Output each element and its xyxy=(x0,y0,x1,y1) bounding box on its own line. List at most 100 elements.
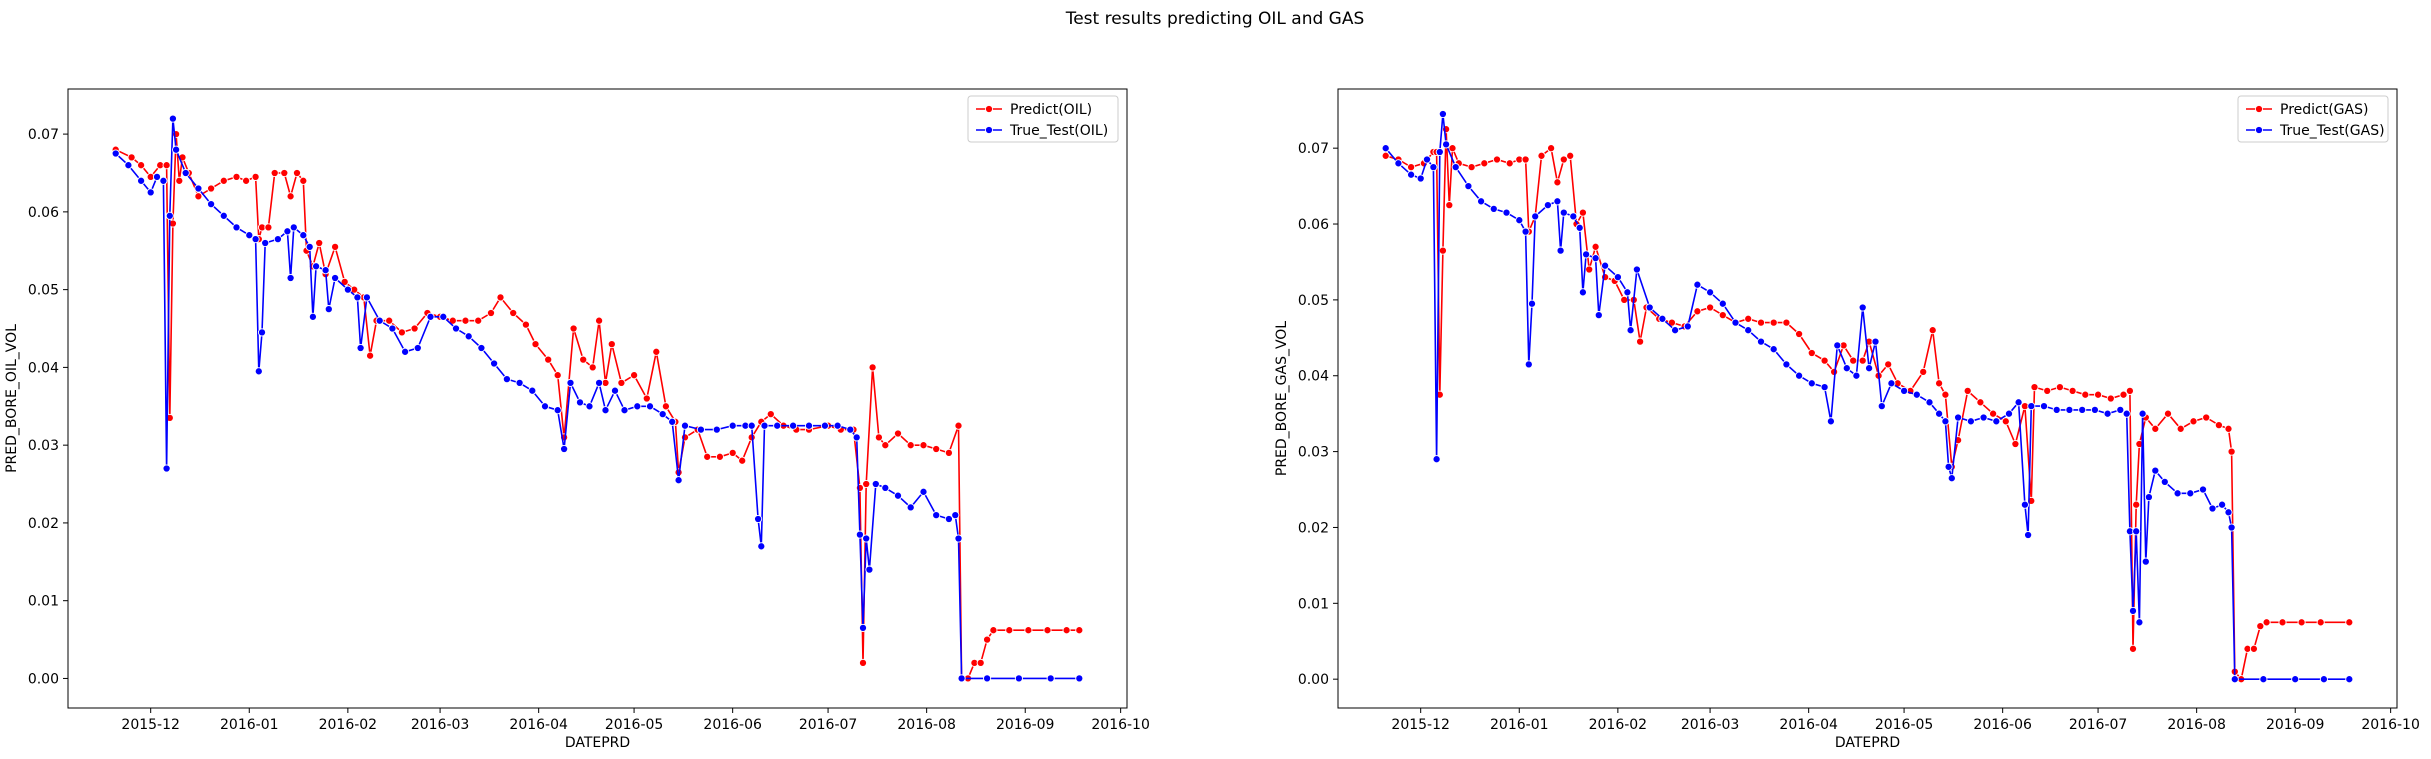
true-test-gas-point xyxy=(1865,364,1874,373)
predict-oil-point xyxy=(881,441,890,450)
gas-y-axis-label: PRED_BORE_GAS_VOL xyxy=(1274,321,1290,476)
predict-oil-point xyxy=(461,316,470,325)
predict-oil-point xyxy=(521,320,530,329)
true-test-oil-point xyxy=(566,378,575,387)
true-test-oil-point xyxy=(356,343,365,353)
oil-y-tick-label: 0.05 xyxy=(28,283,59,299)
gas-x-tick-label: 2016-10 xyxy=(2361,717,2420,733)
true-test-gas-point xyxy=(2198,485,2208,494)
oil-y-tick-label: 0.02 xyxy=(28,516,59,532)
gas-x-tick-label: 2016-02 xyxy=(1589,717,1648,733)
predict-gas-point xyxy=(1537,151,1546,160)
gas-x-tick-label: 2016-06 xyxy=(1973,717,2032,733)
predict-oil-point xyxy=(162,161,171,170)
true-test-oil-point xyxy=(194,184,203,193)
predict-oil-point xyxy=(868,363,877,372)
predict-oil-series-line xyxy=(115,133,1080,680)
predict-oil-legend-label: Predict(OIL) xyxy=(1010,102,1092,118)
oil-x-tick-label: 2016-07 xyxy=(799,717,858,733)
true-test-gas-point xyxy=(1524,360,1533,369)
true-test-oil-point xyxy=(553,406,562,415)
true-test-gas-point xyxy=(2151,466,2160,475)
true-test-gas-point xyxy=(1521,227,1530,236)
predict-gas-point xyxy=(1693,307,1702,316)
true-test-gas-point xyxy=(1795,371,1804,380)
true-test-gas-point xyxy=(1626,326,1635,335)
true-test-oil-series-line xyxy=(115,117,1080,680)
gas-chart-panel: 2015-12 2016-01 2016-02 2016-03 2016-04 2016-… xyxy=(1274,88,2420,751)
true-test-oil-point xyxy=(680,421,690,430)
true-test-gas-point xyxy=(1582,250,1591,259)
predict-oil-point xyxy=(862,479,871,489)
true-test-gas-point xyxy=(2291,675,2300,684)
true-test-gas-point xyxy=(1925,398,1934,407)
figure-title: Test results predicting OIL and GAS xyxy=(1065,9,1365,29)
predict-gas-point xyxy=(1820,356,1829,365)
predict-gas-point xyxy=(1505,159,1514,168)
predict-gas-point xyxy=(2055,383,2064,392)
predict-gas-point xyxy=(1566,151,1575,160)
predict-oil-point xyxy=(286,192,295,201)
true-test-oil-point xyxy=(515,378,524,387)
true-test-gas-point xyxy=(2078,405,2087,414)
true-test-gas-point xyxy=(1992,417,2001,426)
true-test-gas-point xyxy=(1935,409,1944,418)
oil-axes-frame xyxy=(67,88,1128,709)
predict-oil-point xyxy=(715,452,724,461)
predict-oil-point xyxy=(207,184,216,193)
true-test-gas-point xyxy=(1858,303,1867,312)
true-test-gas-point xyxy=(2090,405,2099,414)
true-test-gas-point xyxy=(1623,288,1632,297)
true-test-oil-point xyxy=(696,425,705,434)
oil-y-tick-label: 0.07 xyxy=(28,127,59,143)
true-test-gas-point xyxy=(1807,379,1816,388)
predict-oil-point xyxy=(410,324,419,333)
predict-gas-point xyxy=(1467,163,1476,172)
predict-oil-point xyxy=(194,192,203,201)
true-test-gas-point xyxy=(1502,208,1511,217)
true-test-gas-point xyxy=(1871,337,1880,346)
predict-gas-legend-label: Predict(GAS) xyxy=(2280,102,2368,118)
true-test-oil-point xyxy=(865,565,874,574)
true-test-oil-point xyxy=(983,674,992,683)
true-test-oil-point xyxy=(124,161,133,170)
true-test-gas-point xyxy=(1578,288,1587,297)
true-test-gas-point xyxy=(1575,223,1584,232)
true-test-oil-point xyxy=(159,176,168,185)
predict-gas-point xyxy=(1559,155,1568,164)
predict-oil-point xyxy=(397,328,406,337)
true-test-oil-point xyxy=(331,273,340,283)
oil-x-tick-label: 2016-03 xyxy=(411,717,470,733)
true-test-gas-point xyxy=(2116,405,2125,414)
true-test-gas-point xyxy=(1435,147,1444,157)
true-test-oil-point xyxy=(610,386,620,395)
true-test-oil-point xyxy=(951,511,960,520)
predict-gas-point xyxy=(1553,178,1562,187)
predict-gas-point xyxy=(2256,622,2265,631)
true-test-oil-point xyxy=(560,444,569,454)
true-test-gas-point xyxy=(2141,557,2150,566)
true-test-oil-point xyxy=(426,312,435,321)
oil-x-tick-label: 2016-08 xyxy=(897,717,956,733)
true-test-oil-point xyxy=(273,235,282,244)
predict-gas-point xyxy=(1407,163,1416,172)
oil-x-tick-label: 2016-10 xyxy=(1091,717,1150,733)
predict-oil-point xyxy=(299,176,308,185)
predict-gas-point xyxy=(1718,311,1727,320)
true-test-oil-point xyxy=(401,347,410,356)
predict-oil-point xyxy=(251,172,260,181)
true-test-gas-point xyxy=(1756,337,1766,346)
true-test-oil-point xyxy=(712,425,721,434)
predict-gas-point xyxy=(2224,424,2233,433)
gas-x-tick-label: 2016-07 xyxy=(2069,717,2128,733)
true-test-oil-point xyxy=(502,375,511,384)
predict-oil-point xyxy=(661,402,670,411)
true-test-oil-point xyxy=(362,293,371,302)
true-test-oil-point xyxy=(375,316,384,325)
predict-oil-point xyxy=(553,371,562,380)
true-test-oil-point xyxy=(833,421,842,430)
predict-gas-point xyxy=(1928,326,1937,335)
predict-oil-point xyxy=(976,658,985,667)
predict-oil-point xyxy=(264,223,273,232)
